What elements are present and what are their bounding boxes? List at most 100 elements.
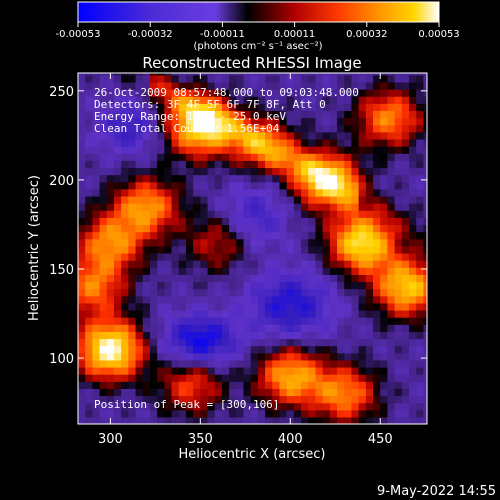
heatmap-cell	[121, 138, 129, 147]
heatmap-cell	[99, 295, 108, 304]
heatmap-cell	[301, 274, 309, 283]
heatmap-cell	[365, 188, 374, 197]
heatmap-cell	[128, 267, 137, 275]
heatmap-cell	[272, 395, 281, 404]
heatmap-cell	[337, 124, 345, 133]
heatmap-cell	[315, 338, 324, 347]
heatmap-cell	[337, 302, 345, 311]
heatmap-cell	[128, 409, 137, 418]
heatmap-cell	[351, 281, 360, 290]
heatmap-cell	[250, 402, 259, 411]
heatmap-cell	[401, 153, 410, 161]
heatmap-cell	[329, 331, 338, 340]
heatmap-cell	[423, 395, 427, 404]
heatmap-cell	[286, 352, 295, 361]
heatmap-cell	[185, 345, 194, 354]
heatmap-cell	[401, 245, 410, 254]
heatmap-cell	[329, 203, 338, 211]
heatmap-cell	[344, 345, 353, 354]
heatmap-cell	[387, 359, 396, 368]
heatmap-cell	[164, 96, 173, 104]
heatmap-cell	[236, 245, 245, 254]
heatmap-cell	[387, 416, 396, 424]
heatmap-cell	[92, 103, 101, 112]
heatmap-cell	[329, 359, 338, 368]
heatmap-cell	[157, 324, 165, 332]
heatmap-cell	[380, 331, 389, 340]
heatmap-cell	[85, 416, 93, 424]
heatmap-cell	[121, 402, 129, 411]
heatmap-cell	[387, 267, 396, 275]
heatmap-cell	[293, 288, 302, 297]
heatmap-cell	[236, 317, 245, 325]
heatmap-cell	[401, 110, 410, 119]
heatmap-cell	[257, 224, 266, 233]
heatmap-cell	[178, 388, 187, 397]
heatmap-cell	[394, 295, 403, 304]
heatmap-cell	[135, 96, 144, 104]
heatmap-cell	[85, 388, 93, 397]
heatmap-cell	[272, 352, 281, 361]
heatmap-cell	[257, 217, 266, 226]
heatmap-cell	[394, 281, 403, 290]
heatmap-cell	[286, 245, 295, 254]
heatmap-cell	[293, 267, 302, 275]
heatmap-cell	[229, 110, 237, 119]
heatmap-cell	[250, 267, 259, 275]
heatmap-cell	[365, 388, 374, 397]
heatmap-cell	[322, 181, 331, 190]
heatmap-cell	[193, 167, 201, 176]
heatmap-cell	[380, 217, 389, 226]
heatmap-cell	[322, 281, 331, 290]
heatmap-cell	[279, 402, 288, 411]
heatmap-cell	[128, 160, 137, 169]
heatmap-cell	[78, 153, 86, 161]
heatmap-cell	[78, 288, 86, 297]
heatmap-cell	[257, 281, 266, 290]
heatmap-cell	[380, 288, 389, 297]
heatmap-cell	[257, 245, 266, 254]
heatmap-cell	[387, 252, 396, 261]
heatmap-cell	[142, 124, 151, 133]
heatmap-cell	[85, 131, 93, 140]
heatmap-cell	[351, 374, 360, 382]
heatmap-cell	[423, 210, 427, 218]
heatmap-cell	[401, 188, 410, 197]
heatmap-cell	[358, 260, 367, 268]
heatmap-cell	[308, 210, 317, 218]
heatmap-cell	[293, 124, 302, 133]
heatmap-cell	[380, 153, 389, 161]
heatmap-cell	[185, 374, 194, 382]
heatmap-cell	[272, 124, 281, 133]
heatmap-cell	[99, 73, 108, 76]
heatmap-cell	[85, 302, 93, 311]
heatmap-cell	[236, 402, 245, 411]
heatmap-cell	[214, 260, 223, 268]
heatmap-cell	[185, 174, 194, 183]
heatmap-cell	[315, 146, 324, 154]
heatmap-cell	[365, 295, 374, 304]
heatmap-cell	[322, 89, 331, 97]
heatmap-cell	[265, 331, 273, 340]
heatmap-cell	[279, 245, 288, 254]
heatmap-cell	[308, 359, 317, 368]
heatmap-cell	[157, 345, 165, 354]
heatmap-cell	[171, 288, 180, 297]
heatmap-cell	[178, 381, 187, 389]
heatmap-cell	[106, 274, 115, 283]
heatmap-cell	[92, 416, 101, 424]
heatmap-cell	[236, 260, 245, 268]
heatmap-cell	[185, 331, 194, 340]
heatmap-cell	[351, 74, 360, 83]
heatmap-cell	[106, 131, 115, 140]
heatmap-cell	[373, 252, 381, 261]
heatmap-cell	[351, 309, 360, 318]
heatmap-cell	[387, 138, 396, 147]
heatmap-cell	[221, 338, 230, 347]
heatmap-cell	[200, 274, 209, 283]
heatmap-cell	[207, 302, 216, 311]
heatmap-cell	[193, 73, 201, 76]
heatmap-cell	[358, 153, 367, 161]
heatmap-cell	[272, 224, 281, 233]
heatmap-cell	[308, 402, 317, 411]
